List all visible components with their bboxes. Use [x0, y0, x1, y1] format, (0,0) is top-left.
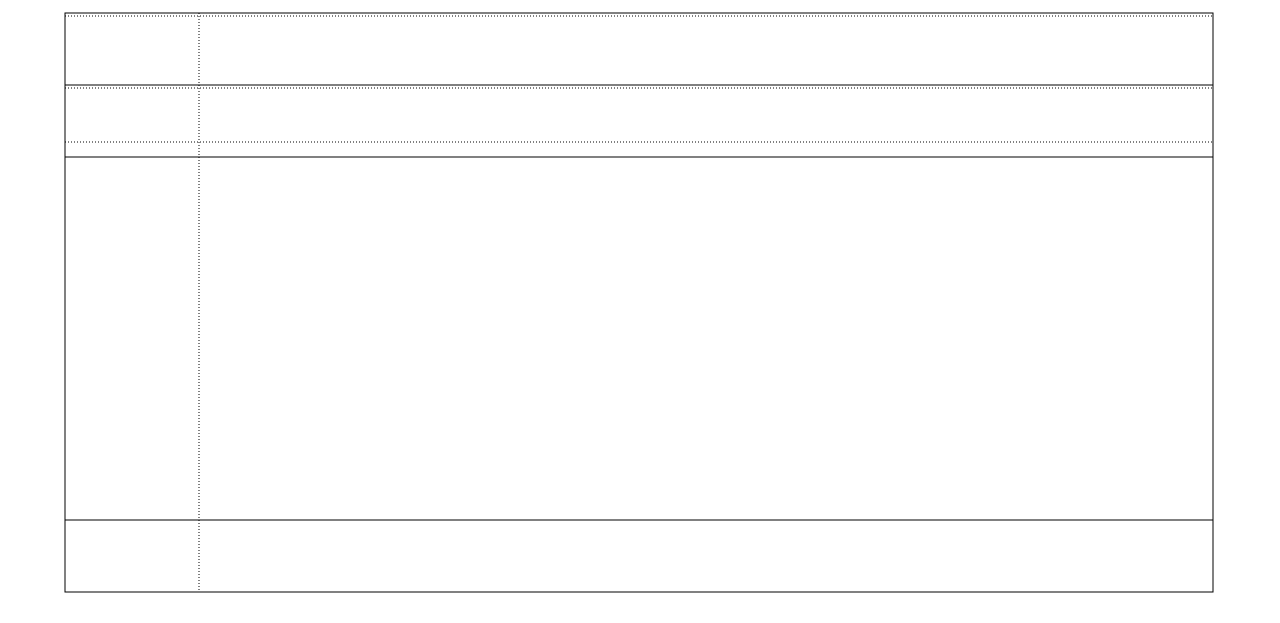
- frames: [64, 12, 1214, 593]
- panel-frame: [64, 519, 1214, 593]
